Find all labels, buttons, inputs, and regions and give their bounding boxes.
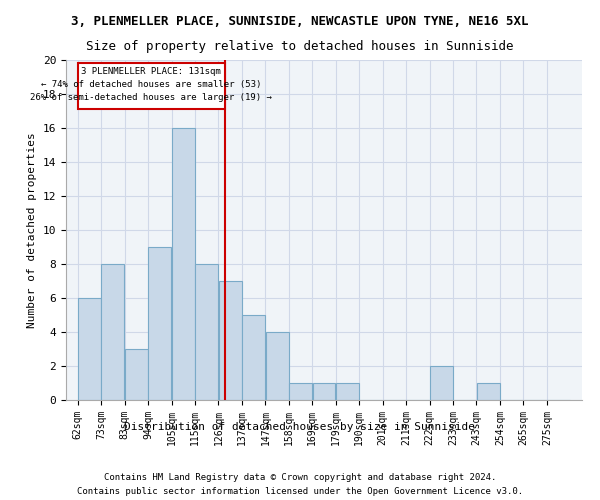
Text: ← 74% of detached houses are smaller (53): ← 74% of detached houses are smaller (53… xyxy=(41,80,262,90)
Bar xyxy=(125,349,148,400)
Bar xyxy=(336,383,359,400)
Bar xyxy=(218,281,242,400)
Text: 3, PLENMELLER PLACE, SUNNISIDE, NEWCASTLE UPON TYNE, NE16 5XL: 3, PLENMELLER PLACE, SUNNISIDE, NEWCASTL… xyxy=(71,15,529,28)
Text: 3 PLENMELLER PLACE: 131sqm: 3 PLENMELLER PLACE: 131sqm xyxy=(82,67,221,76)
Bar xyxy=(195,264,218,400)
Bar xyxy=(78,298,101,400)
Text: 26% of semi-detached houses are larger (19) →: 26% of semi-detached houses are larger (… xyxy=(31,94,272,102)
Text: Contains HM Land Registry data © Crown copyright and database right 2024.: Contains HM Land Registry data © Crown c… xyxy=(104,474,496,482)
Bar xyxy=(430,366,453,400)
Bar xyxy=(476,383,500,400)
Text: Size of property relative to detached houses in Sunniside: Size of property relative to detached ho… xyxy=(86,40,514,53)
Text: Distribution of detached houses by size in Sunniside: Distribution of detached houses by size … xyxy=(125,422,476,432)
FancyBboxPatch shape xyxy=(78,62,225,110)
Bar xyxy=(313,383,335,400)
Text: Contains public sector information licensed under the Open Government Licence v3: Contains public sector information licen… xyxy=(77,487,523,496)
Bar xyxy=(172,128,195,400)
Bar xyxy=(101,264,124,400)
Bar xyxy=(289,383,312,400)
Bar xyxy=(266,332,289,400)
Y-axis label: Number of detached properties: Number of detached properties xyxy=(27,132,37,328)
Bar xyxy=(148,247,172,400)
Bar xyxy=(242,315,265,400)
